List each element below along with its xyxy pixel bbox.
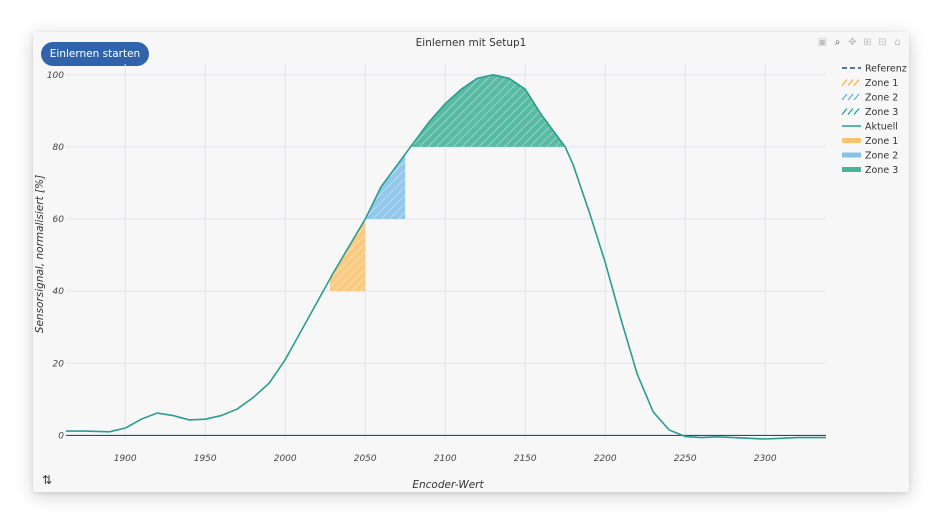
y-tick-label: 0 <box>58 431 64 441</box>
legend-label: Zone 1 <box>865 136 898 147</box>
y-tick-label: 60 <box>53 215 65 225</box>
zones <box>330 74 566 292</box>
legend-label: Zone 3 <box>865 165 898 176</box>
legend-item[interactable]: Zone 1 <box>842 136 898 147</box>
legend-item[interactable]: Zone 2 <box>841 93 898 104</box>
x-tick-label: 2100 <box>434 454 457 464</box>
legend-swatch <box>847 108 854 115</box>
x-tick-label: 1950 <box>194 454 217 464</box>
legend-item[interactable]: Zone 3 <box>842 165 898 176</box>
legend-item[interactable]: Referenz <box>842 64 907 75</box>
axis-ticks: 1900 1950 2000 2050 2100 2150 2200 2250 2300 0 20 4… <box>47 71 777 464</box>
zone-1-hatch <box>330 219 366 292</box>
zone-3-hatch <box>405 74 566 147</box>
y-tick-label: 40 <box>53 287 65 297</box>
zone-2-hatch <box>365 154 406 220</box>
y-axis-label: Sensorsignal, normalisiert [%] <box>34 175 46 333</box>
y-tick-label: 100 <box>47 71 64 81</box>
legend-swatch <box>841 93 848 101</box>
legend-swatch <box>841 79 848 86</box>
legend-item[interactable]: Zone 3 <box>841 107 898 118</box>
pan-icon[interactable]: ✥ <box>848 37 857 48</box>
x-tick-label: 2300 <box>754 454 777 464</box>
legend-swatch <box>841 108 848 115</box>
legend-label: Zone 1 <box>865 78 898 89</box>
home-icon[interactable]: ⌂ <box>894 37 901 48</box>
legend-label: Zone 3 <box>865 107 898 118</box>
legend-item[interactable]: Aktuell <box>842 122 898 133</box>
y-tick-label: 80 <box>53 143 65 153</box>
legend-swatch <box>853 93 860 101</box>
legend-label: Aktuell <box>865 122 898 133</box>
x-tick-label: 2200 <box>594 454 617 464</box>
camera-icon[interactable]: ▣ <box>817 37 828 48</box>
legend-label: Zone 2 <box>865 93 898 104</box>
chart-title: Einlernen mit Setup1 <box>415 37 527 49</box>
modebar: ▣ ⌕ ✥ ⊞ ⊟ ⌂ <box>817 37 903 48</box>
legend-swatch <box>847 93 854 101</box>
x-tick-label: 2000 <box>274 454 297 464</box>
legend-swatch <box>853 108 860 115</box>
legend-label: Referenz <box>865 64 907 75</box>
zoom-out-icon[interactable]: ⊟ <box>878 37 887 48</box>
legend-item[interactable]: Zone 1 <box>841 78 898 89</box>
legend[interactable]: Referenz Zone 1 Zone 2 Zone 3 Aktuell Zone 1 Z… <box>841 64 907 177</box>
zoom-in-icon[interactable]: ⊞ <box>863 37 872 48</box>
y-tick-label: 20 <box>53 359 65 369</box>
x-tick-label: 1900 <box>114 454 137 464</box>
zoom-icon[interactable]: ⌕ <box>834 37 841 48</box>
x-tick-label: 2250 <box>674 454 697 464</box>
x-tick-label: 2150 <box>514 454 537 464</box>
legend-swatch <box>847 79 854 86</box>
start-teaching-button[interactable]: Einlernen starten <box>41 42 149 66</box>
x-tick-label: 2050 <box>354 454 377 464</box>
x-axis-label: Encoder-Wert <box>412 479 484 491</box>
legend-item[interactable]: Zone 2 <box>842 151 898 162</box>
legend-swatch <box>853 79 860 86</box>
series-line-aktuell <box>66 73 826 440</box>
series-lines <box>66 73 826 440</box>
chart-svg[interactable]: 1900 1950 2000 2050 2100 2150 2200 2250 2300 0 20 4… <box>33 32 909 492</box>
swap-axes-icon[interactable]: ⇅ <box>42 473 53 487</box>
chart-card: Einlernen starten Einlernen mit Setup1 ▣… <box>33 32 909 492</box>
legend-label: Zone 2 <box>865 151 898 162</box>
